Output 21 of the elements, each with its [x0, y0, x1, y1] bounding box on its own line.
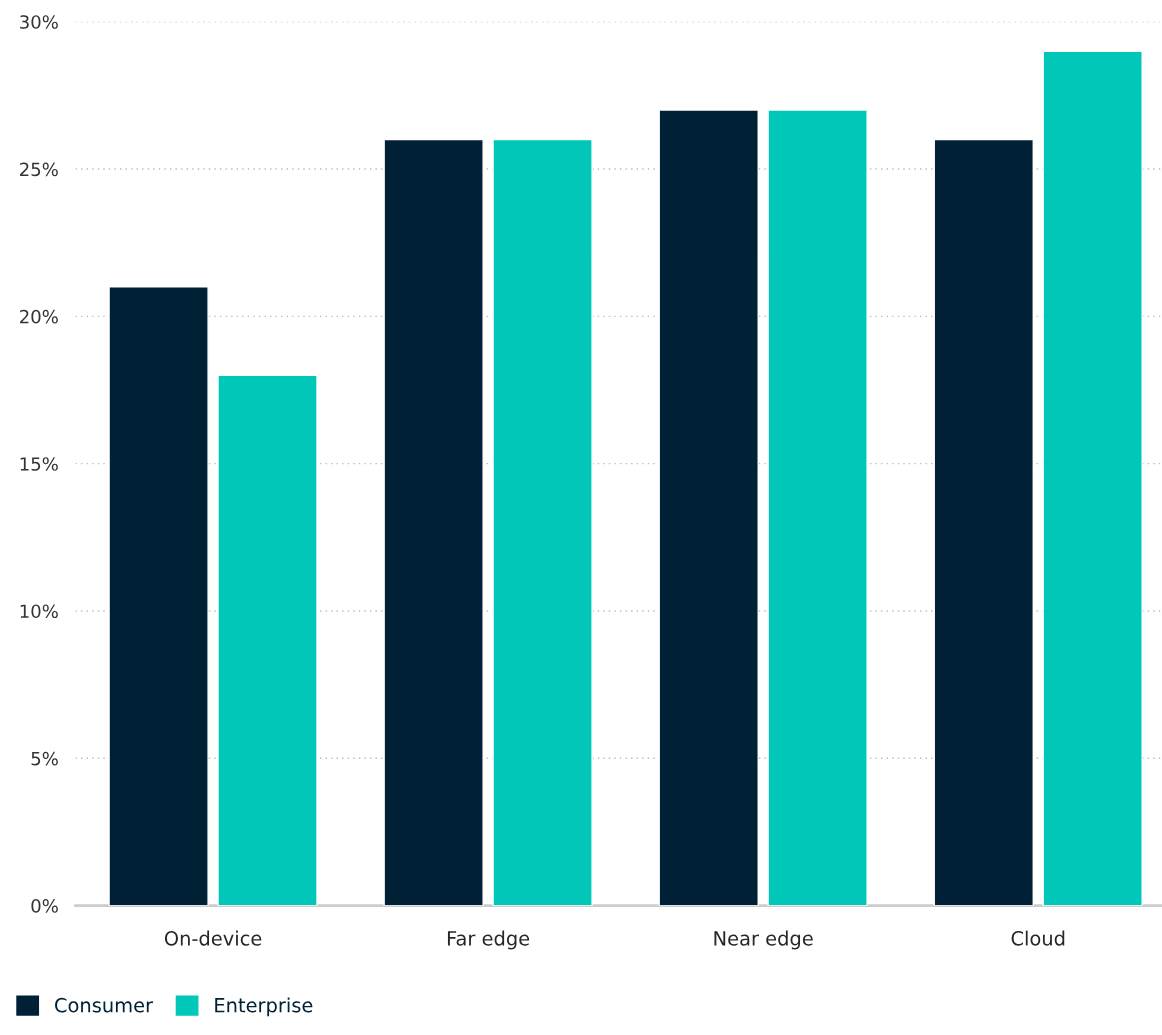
x-tick-label: Cloud [1011, 930, 1065, 946]
y-tick-label: 10% [20, 604, 58, 619]
x-tick-label: Far edge [447, 930, 530, 950]
y-tick-label: 15% [20, 457, 58, 471]
bar [658, 109, 759, 906]
x-tick-label: Near edge [714, 930, 813, 950]
y-tick-label: 5% [31, 751, 58, 766]
legend-label: Enterprise [215, 997, 313, 1017]
y-tick-label: 20% [20, 309, 58, 324]
bar [108, 286, 209, 906]
bar [217, 374, 318, 906]
bar [492, 138, 593, 906]
legend-label: Consumer [55, 997, 154, 1013]
y-tick-label: 30% [20, 15, 58, 29]
bar [933, 138, 1034, 906]
bar [767, 109, 868, 906]
y-tick-label: 0% [31, 899, 58, 913]
bar [383, 138, 484, 906]
x-tick-label: On-device [164, 930, 262, 946]
bar [1042, 50, 1143, 906]
y-tick-label: 25% [20, 162, 58, 177]
